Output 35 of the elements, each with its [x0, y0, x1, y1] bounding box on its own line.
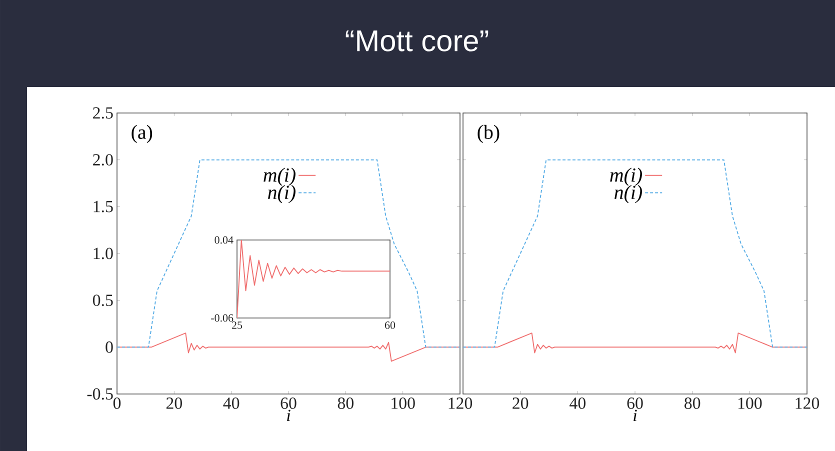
y-tick-label: 2.0	[93, 154, 113, 166]
x-tick-label: 20	[166, 398, 182, 409]
y-tick-label: 0.5	[92, 294, 113, 306]
y-tick-label: 1.5	[94, 200, 113, 212]
x-tick-label: 100	[738, 398, 762, 409]
x-tick-label: 40	[223, 398, 240, 409]
x-tick-label: 40	[570, 398, 586, 409]
x-tick-label: 0	[113, 398, 121, 409]
x-tick-label: 80	[684, 398, 700, 409]
x-tick-label: 80	[338, 398, 354, 409]
x-tick-label: 20	[512, 398, 528, 409]
x-tick-label: 60	[627, 398, 643, 409]
y-tick-label: -0.06	[211, 314, 234, 322]
y-tick-label: 0	[106, 341, 113, 353]
x-tick-label: 60	[385, 322, 396, 329]
x-axis-title: i	[287, 410, 290, 421]
line-series	[117, 332, 460, 362]
chart-title: “Mott core”	[346, 30, 488, 52]
x-tick-label: 60	[280, 398, 296, 409]
y-tick-label: 0.04	[214, 236, 234, 244]
legend-label: n(i)	[268, 185, 296, 204]
legend-label: n(i)	[614, 185, 642, 204]
y-tick-label: 1.0	[94, 248, 113, 260]
y-tick-label: 2.5	[93, 107, 113, 119]
y-tick-label: -0.5	[87, 388, 113, 400]
x-tick-label: 120	[448, 398, 472, 409]
legend-label: m(i)	[264, 168, 296, 186]
x-tick-label: 25	[232, 322, 242, 329]
legend-label: m(i)	[610, 168, 642, 186]
annotation: (b)	[478, 124, 500, 143]
x-axis-title: i	[634, 410, 637, 421]
annotation: (a)	[132, 124, 152, 143]
line-series	[117, 159, 460, 348]
x-tick-label: 100	[392, 398, 415, 409]
x-tick-label: 120	[796, 398, 820, 409]
